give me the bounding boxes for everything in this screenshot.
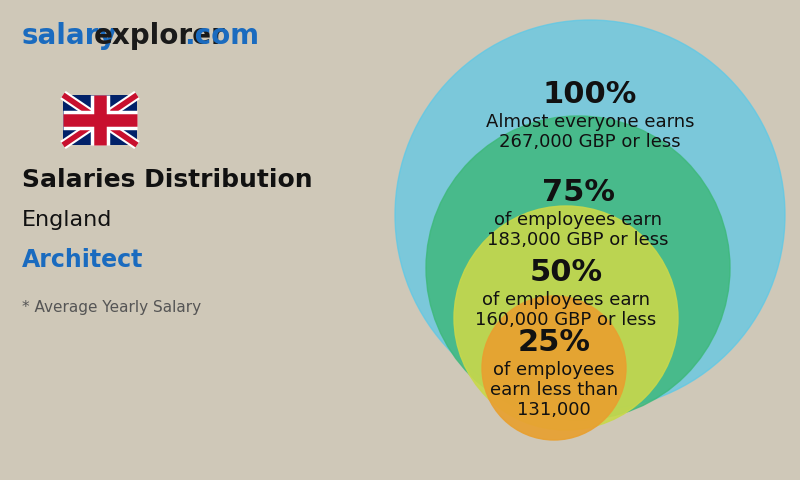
Circle shape <box>395 20 785 410</box>
Text: 267,000 GBP or less: 267,000 GBP or less <box>499 133 681 151</box>
Text: 100%: 100% <box>543 80 637 109</box>
FancyBboxPatch shape <box>63 95 137 145</box>
Text: * Average Yearly Salary: * Average Yearly Salary <box>22 300 201 315</box>
Text: salary: salary <box>22 22 118 50</box>
Text: Almost everyone earns: Almost everyone earns <box>486 113 694 131</box>
Text: of employees earn: of employees earn <box>482 291 650 309</box>
Text: 75%: 75% <box>542 178 614 207</box>
Text: of employees earn: of employees earn <box>494 211 662 229</box>
Circle shape <box>454 206 678 430</box>
Text: 183,000 GBP or less: 183,000 GBP or less <box>487 231 669 249</box>
Text: earn less than: earn less than <box>490 381 618 399</box>
Text: Salaries Distribution: Salaries Distribution <box>22 168 313 192</box>
Circle shape <box>482 296 626 440</box>
Text: Architect: Architect <box>22 248 143 272</box>
Text: 160,000 GBP or less: 160,000 GBP or less <box>475 311 657 329</box>
Text: England: England <box>22 210 112 230</box>
Text: 131,000: 131,000 <box>517 401 591 420</box>
Text: .com: .com <box>184 22 259 50</box>
Text: 50%: 50% <box>530 258 602 287</box>
Text: explorer: explorer <box>94 22 226 50</box>
Text: 25%: 25% <box>518 328 590 357</box>
Circle shape <box>426 116 730 420</box>
Text: of employees: of employees <box>494 361 614 379</box>
